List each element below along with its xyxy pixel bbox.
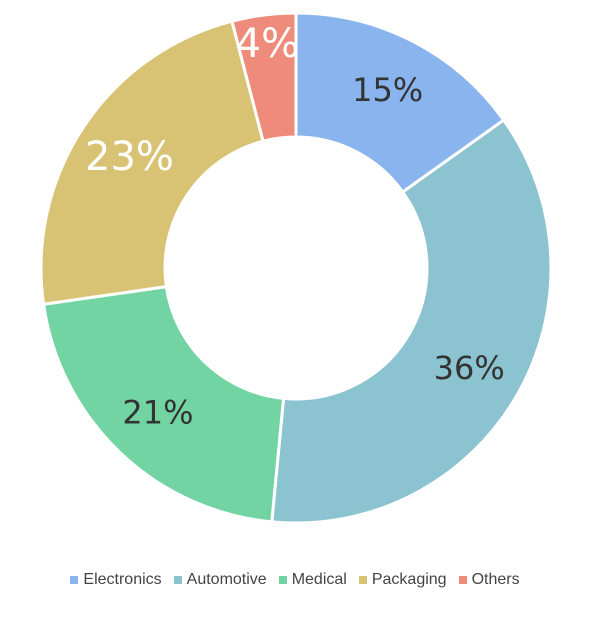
data-label-others: 4% bbox=[236, 21, 299, 67]
legend-swatch bbox=[70, 576, 79, 584]
slice-others bbox=[230, 11, 298, 144]
slices-group bbox=[39, 11, 553, 525]
labels-group: 15% 36% 21% 23% 4% bbox=[85, 21, 505, 432]
legend-item-electronics: Electronics bbox=[70, 571, 162, 589]
legend-label: Automotive bbox=[186, 571, 267, 588]
legend-label: Medical bbox=[291, 571, 347, 588]
data-label-automotive: 36% bbox=[434, 349, 505, 387]
slice-automotive bbox=[270, 117, 553, 525]
slice-medical bbox=[41, 284, 286, 524]
chart-legend: Electronics Automotive Medical Packaging Oth… bbox=[0, 571, 590, 589]
legend-item-medical: Medical bbox=[278, 571, 347, 589]
data-label-packaging: 23% bbox=[85, 134, 174, 180]
legend-item-others: Others bbox=[458, 571, 520, 589]
donut-chart: 15% 36% 21% 23% 4% bbox=[39, 11, 553, 525]
slice-packaging bbox=[39, 19, 265, 306]
legend-item-automotive: Automotive bbox=[173, 571, 267, 589]
legend-label: Electronics bbox=[83, 571, 162, 588]
legend-swatch bbox=[358, 576, 367, 584]
legend-swatch bbox=[458, 576, 467, 584]
legend-item-packaging: Packaging bbox=[358, 571, 447, 589]
data-label-medical: 21% bbox=[122, 394, 193, 432]
data-label-electronics: 15% bbox=[352, 71, 423, 109]
legend-label: Others bbox=[471, 571, 520, 588]
legend-swatch bbox=[278, 576, 287, 584]
legend-label: Packaging bbox=[371, 571, 447, 588]
slice-electronics bbox=[294, 11, 506, 195]
legend-swatch bbox=[173, 576, 182, 584]
